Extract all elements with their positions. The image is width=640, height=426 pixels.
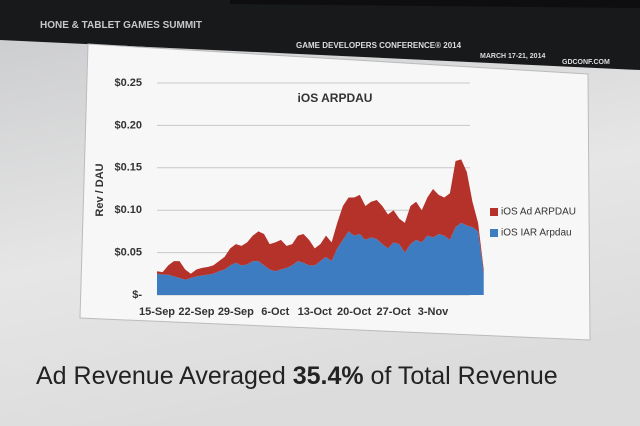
- y-axis-label: Rev / DAU: [94, 163, 106, 216]
- dates-text: MARCH 17-21, 2014: [480, 53, 545, 60]
- chart-title: iOS ARPDAU: [298, 91, 373, 105]
- y-tick-label: $-: [132, 289, 142, 301]
- x-tick-label: 3-Nov: [418, 306, 449, 318]
- y-tick-label: $0.15: [114, 162, 142, 174]
- x-tick-label: 20-Oct: [337, 306, 372, 318]
- area: [157, 222, 484, 295]
- y-tick-label: $0.05: [114, 247, 142, 259]
- legend-swatch: [490, 208, 498, 216]
- legend-label: iOS IAR Arpdau: [501, 228, 572, 239]
- chart-frame: [79, 43, 591, 341]
- chart: iOS ARPDAU Rev / DAU $- $0.05 $0.10 $0.15 $0…: [79, 43, 591, 341]
- header-band: [0, 0, 640, 70]
- y-tick-label: $0.20: [114, 119, 142, 131]
- y-tick-label: $0.25: [114, 77, 142, 89]
- legend-label: iOS Ad ARPDAU: [501, 207, 576, 218]
- caption-before: Ad Revenue Averaged: [36, 362, 286, 390]
- header-edge: [230, 0, 640, 8]
- x-tick-label: 6-Oct: [261, 306, 289, 318]
- summit-text: HONE & TABLET GAMES SUMMIT: [40, 20, 202, 31]
- conference-text: GAME DEVELOPERS CONFERENCE® 2014: [296, 41, 462, 50]
- x-tick-label: 15-Sep: [139, 306, 175, 318]
- legend-swatch: [490, 229, 498, 237]
- x-tick-label: 27-Oct: [376, 306, 411, 318]
- site-text: GDCONF.COM: [562, 59, 610, 66]
- x-tick-label: 13-Oct: [298, 306, 333, 318]
- caption-highlight: 35.4%: [293, 362, 364, 390]
- area: [157, 159, 484, 280]
- x-tick-label: 22-Sep: [178, 306, 214, 318]
- caption-after: of Total Revenue: [371, 362, 558, 390]
- caption: Ad Revenue Averaged 35.4% of Total Reven…: [36, 362, 558, 390]
- x-tick-label: 29-Sep: [218, 306, 254, 318]
- y-tick-label: $0.10: [114, 204, 142, 216]
